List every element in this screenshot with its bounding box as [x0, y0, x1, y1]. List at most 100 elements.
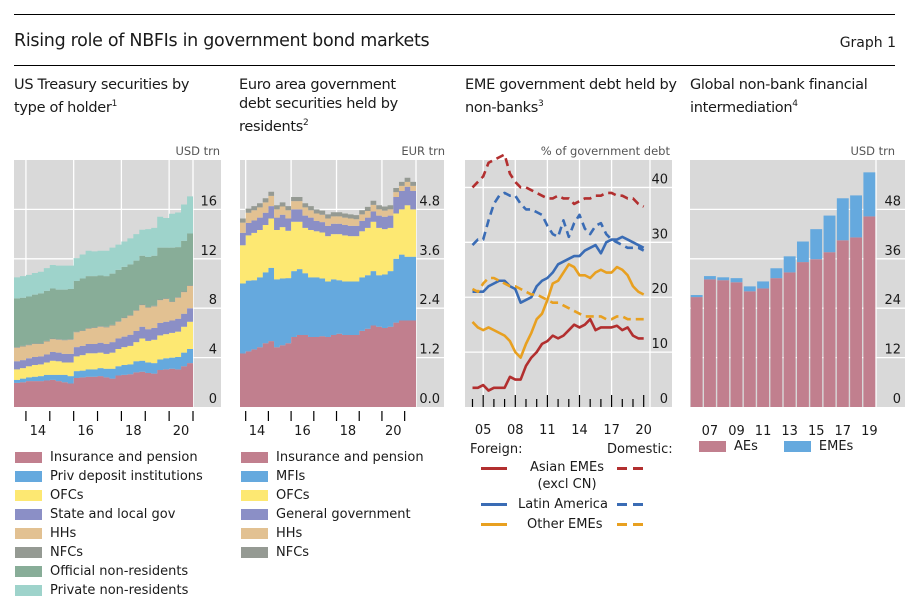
legend-eme-row-asia: Asian EMEs (excl CN)	[470, 459, 680, 495]
legend-header-foreign: Foreign:	[470, 442, 523, 457]
x-tick-label: 20	[385, 424, 402, 439]
x-tick-label: 16	[294, 424, 311, 439]
legend-label: NFCs	[276, 545, 310, 560]
y-tick-label: 3.6	[419, 244, 440, 259]
legend-label: NFCs	[50, 545, 84, 560]
legend-item: Insurance and pension	[15, 448, 203, 467]
y-tick-label: 12	[884, 343, 901, 358]
y-tick-label: 0	[660, 392, 668, 407]
graph-label: Graph 1	[839, 35, 896, 51]
area-series-insurance-and-pension	[240, 320, 416, 407]
legend-item: NFCs	[241, 543, 424, 562]
x-tick-label: 18	[340, 424, 357, 439]
panel-title-text: Global non-bank financial intermediation	[690, 77, 868, 116]
y-tick-label: 0	[209, 392, 217, 407]
y-tick-label: 4.8	[419, 194, 440, 209]
bar-emes-18	[850, 195, 863, 238]
legend-item: General government	[241, 505, 424, 524]
legend-us: Insurance and pension Priv deposit instit…	[15, 448, 203, 600]
legend-nbfi: AEs EMEs	[699, 437, 853, 456]
legend-swatch	[15, 528, 42, 539]
title-rule	[14, 65, 895, 66]
legend-label-emes: EMEs	[818, 439, 854, 454]
bar-aes-09	[730, 282, 743, 407]
legend-dash-domestic-asia	[617, 467, 643, 470]
area-series-state-and-local-gov	[14, 308, 193, 370]
bar-aes-19	[863, 216, 876, 407]
unit-label-ea: EUR trn	[401, 144, 445, 158]
bar-emes-13	[783, 256, 796, 273]
legend-swatch	[15, 585, 42, 596]
legend-label: HHs	[276, 526, 303, 541]
footnote-marker: 3	[538, 99, 544, 109]
panel-title-text: Euro area government debt securities hel…	[239, 77, 398, 135]
bar-aes-07	[703, 279, 716, 407]
bar-emes-17	[836, 198, 849, 241]
unit-label-us: USD trn	[175, 144, 220, 158]
bar-emes-06	[690, 295, 703, 298]
legend-label: Insurance and pension	[50, 450, 198, 465]
x-tick-label: 07	[702, 424, 719, 439]
legend-label: OFCs	[50, 488, 84, 503]
line-series-foreign-latin-america	[472, 235, 645, 305]
page-title: Rising role of NBFIs in government bond …	[14, 31, 430, 51]
legend-label-other: Other EMEs	[527, 517, 603, 532]
x-tick-label: 05	[475, 423, 492, 438]
legend-swatch-aes	[699, 441, 726, 452]
legend-item: State and local gov	[15, 505, 203, 524]
bar-emes-09	[730, 278, 743, 283]
x-tick-label: 13	[781, 424, 798, 439]
legend-swatch	[241, 490, 268, 501]
bar-aes-13	[783, 272, 796, 407]
y-tick-label: 2.4	[419, 293, 440, 308]
x-tick-label: 18	[125, 424, 142, 439]
y-tick-label: 0	[893, 392, 901, 407]
area-series-ofcs	[240, 205, 416, 284]
x-tick-label: 19	[861, 424, 878, 439]
legend-swatch	[15, 509, 42, 520]
legend-eme: Foreign: Domestic: Asian EMEs (excl CN) …	[470, 440, 680, 535]
x-tick-label: 14	[571, 423, 588, 438]
legend-item: HHs	[241, 524, 424, 543]
panel-title-eme: EME government debt held by non-banks3	[465, 76, 680, 118]
legend-swatch	[15, 471, 42, 482]
legend-label: OFCs	[276, 488, 310, 503]
x-tick-label: 09	[728, 424, 745, 439]
y-tick-label: 30	[651, 227, 668, 242]
x-tick-label: 20	[635, 423, 652, 438]
x-tick-label: 08	[507, 423, 524, 438]
x-tick-label: 20	[173, 424, 190, 439]
bar-emes-10	[743, 286, 756, 292]
area-series-hhs	[240, 181, 416, 233]
bar-aes-08	[717, 280, 730, 407]
y-tick-label: 8	[209, 293, 217, 308]
bar-aes-11	[757, 288, 770, 407]
x-tick-label: 14	[249, 424, 266, 439]
legend-item: OFCs	[241, 486, 424, 505]
footnote-marker: 2	[303, 118, 309, 128]
legend-eme-row-other: Other EMEs	[470, 515, 680, 535]
bar-emes-15	[810, 229, 823, 260]
line-series-domestic-latin-america	[471, 191, 645, 252]
bar-aes-17	[836, 240, 849, 407]
y-tick-label: 0.0	[419, 392, 440, 407]
legend-item: Private non-residents	[15, 581, 203, 600]
bar-emes-07	[703, 276, 716, 280]
legend-label: Insurance and pension	[276, 450, 424, 465]
legend-swatch	[241, 452, 268, 463]
y-tick-label: 40	[651, 172, 668, 187]
legend-dash-domestic-other	[617, 523, 643, 526]
legend-header-domestic: Domestic:	[607, 442, 673, 457]
y-tick-label: 16	[200, 194, 217, 209]
unit-label-nbfi: USD trn	[850, 144, 895, 158]
x-tick-label: 16	[77, 424, 94, 439]
legend-line-foreign-latam	[481, 503, 507, 506]
legend-label: General government	[276, 507, 411, 522]
panel-title-ea: Euro area government debt securities hel…	[239, 76, 429, 137]
bar-emes-14	[796, 241, 809, 263]
area-series-official-non-residents	[14, 233, 193, 348]
bar-aes-14	[796, 262, 809, 407]
legend-eme-headers: Foreign: Domestic:	[470, 440, 680, 459]
area-series-hhs	[14, 285, 193, 362]
